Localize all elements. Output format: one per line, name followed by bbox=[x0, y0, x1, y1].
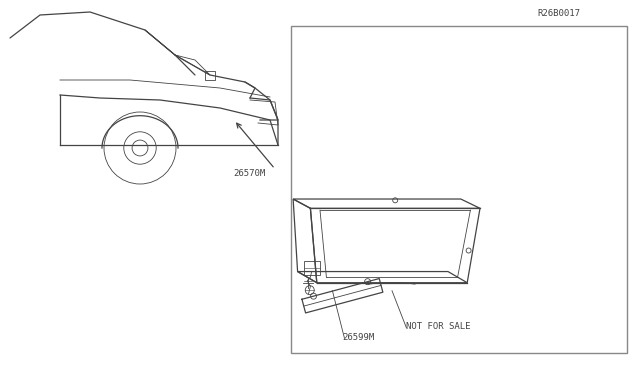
Text: 26599M: 26599M bbox=[342, 333, 374, 342]
Text: 26570M: 26570M bbox=[234, 169, 266, 178]
Bar bbox=[304, 261, 320, 275]
Bar bbox=[205, 71, 215, 80]
Bar bbox=[291, 26, 627, 353]
Text: R26B0017: R26B0017 bbox=[538, 9, 580, 18]
Text: NOT FOR SALE: NOT FOR SALE bbox=[406, 322, 471, 331]
